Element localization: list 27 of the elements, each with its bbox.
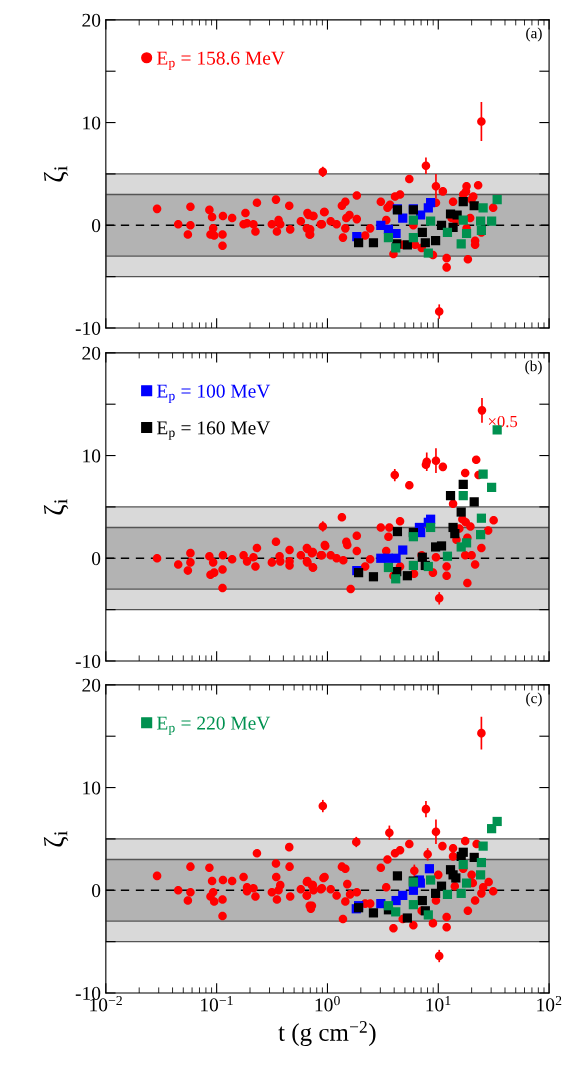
y-axis-title: ζ$_{i}$ [43,166,69,182]
y-tick-label: 0 [91,552,101,566]
legend-label: E$_{p}$ = 160 MeV [156,421,271,440]
x-tick-label: 10$^{−1}$ [201,995,233,1012]
y-tick-label: 20 [82,346,101,360]
y-tick-label: 20 [82,13,101,27]
annotation: ×0.5 [488,415,518,428]
x-tick-label: 10$^{1}$ [426,995,451,1012]
legend-label: E$_{p}$ = 220 MeV [156,716,271,736]
annotation: (a) [526,27,542,42]
x-tick-label: 10$^{0}$ [315,995,340,1012]
y-tick-label: 10 [83,116,101,130]
y-axis-title: ζ$_{i}$ [43,831,69,847]
y-tick-label: 0 [91,219,101,233]
legend-label: E$_{p}$ = 158.6 MeV [156,51,285,71]
y-axis-title: ζ$_{i}$ [43,499,69,515]
annotation: (b) [525,360,542,375]
annotation: (c) [526,692,542,707]
x-axis-title: t (g cm$^{−2}$) [278,1021,376,1047]
y-tick-label: -10 [75,321,101,335]
y-tick-label: 10 [83,449,101,463]
legend-label: E$_{p}$ = 100 MeV [156,384,271,404]
y-tick-label: 0 [91,884,101,898]
x-tick-label: 10$^{2}$ [537,995,562,1012]
y-tick-label: 10 [83,781,101,795]
y-tick-label: 20 [82,678,101,692]
y-tick-label: -10 [75,654,101,668]
